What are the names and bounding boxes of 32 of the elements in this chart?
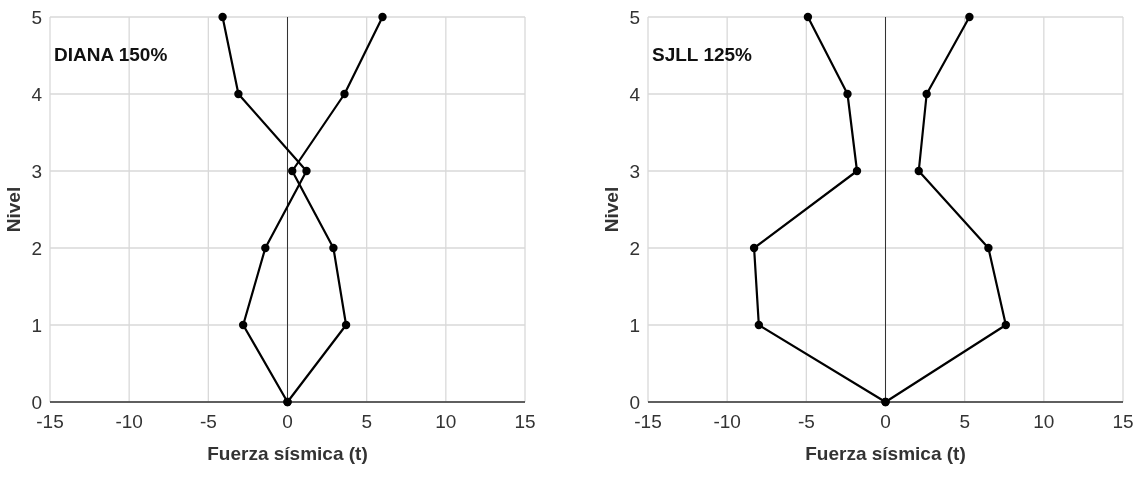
x-tick-label: -15 <box>36 411 64 432</box>
x-axis-title: Fuerza sísmica (t) <box>805 443 966 464</box>
x-tick-label: 10 <box>1033 411 1055 432</box>
x-tick-label: -15 <box>634 411 662 432</box>
y-tick-label: 0 <box>31 392 42 413</box>
y-tick-label: 0 <box>629 392 640 413</box>
x-tick-label: -5 <box>797 411 815 432</box>
x-tick-label: 15 <box>1112 411 1134 432</box>
annotation: DIANA 150% <box>54 44 168 65</box>
y-tick-label: 1 <box>31 315 42 336</box>
annotation: SJLL 125% <box>652 44 753 65</box>
x-tick-label: 15 <box>514 411 536 432</box>
y-tick-label: 5 <box>629 7 640 28</box>
y-tick-label: 4 <box>629 84 641 105</box>
y-tick-label: 5 <box>31 7 42 28</box>
y-axis-title: Nivel <box>3 186 24 233</box>
x-tick-label: 5 <box>361 411 372 432</box>
y-tick-label: 3 <box>31 161 42 182</box>
x-tick-label: -10 <box>713 411 741 432</box>
x-tick-label: 0 <box>282 411 293 432</box>
y-axis-title: Nivel <box>601 186 622 233</box>
y-tick-label: 3 <box>629 161 640 182</box>
x-tick-label: -5 <box>199 411 217 432</box>
x-tick-label: -10 <box>115 411 143 432</box>
x-tick-label: 0 <box>880 411 891 432</box>
x-tick-label: 5 <box>959 411 970 432</box>
x-axis-title: Fuerza sísmica (t) <box>207 443 368 464</box>
y-tick-label: 2 <box>31 238 42 259</box>
y-tick-label: 2 <box>629 238 640 259</box>
y-tick-label: 1 <box>629 315 640 336</box>
y-tick-label: 4 <box>31 84 43 105</box>
x-tick-label: 10 <box>435 411 457 432</box>
